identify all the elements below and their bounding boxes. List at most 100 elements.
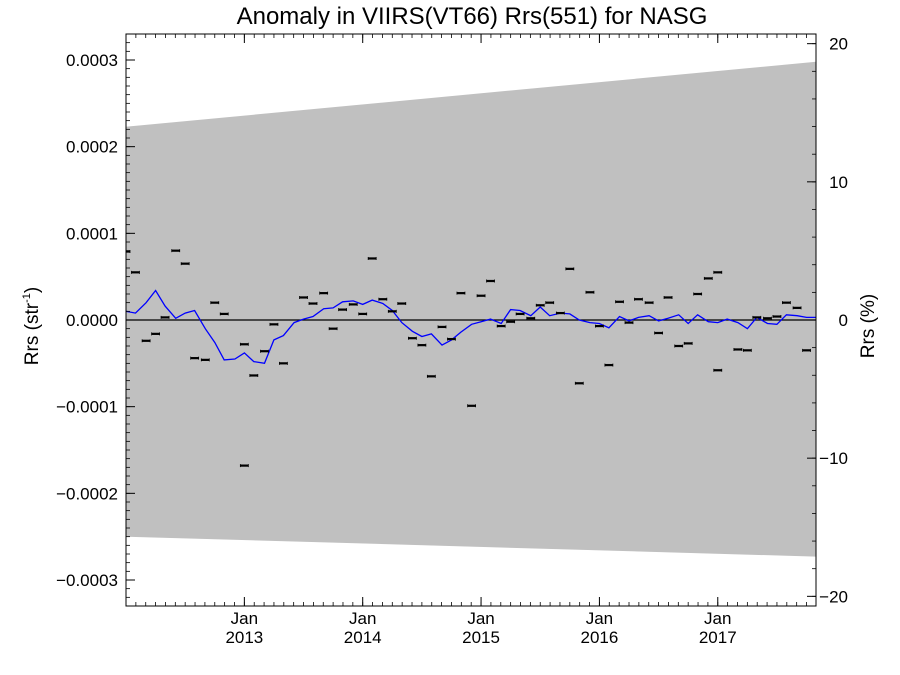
data-point — [328, 327, 338, 331]
data-point — [476, 294, 486, 298]
data-point — [338, 308, 347, 312]
y-left-tick-label: 0.0001 — [66, 224, 118, 243]
data-point — [299, 295, 308, 299]
data-point — [447, 337, 456, 341]
y-axis-label-left-base: Rrs (str — [22, 302, 43, 365]
data-point — [545, 301, 555, 305]
y-axis-label-left-sup: -1 — [21, 293, 33, 303]
x-tick-month-label: Jan — [704, 609, 731, 628]
y-axis-label-left: Rrs (str-1) — [21, 287, 43, 365]
x-tick-month-label: Jan — [349, 609, 376, 628]
y-left-tick-label: 0.0000 — [66, 311, 118, 330]
data-point — [141, 339, 151, 343]
x-tick-month-label: Jan — [586, 609, 613, 628]
data-point — [171, 249, 181, 253]
data-point — [279, 361, 288, 365]
data-point — [535, 303, 545, 307]
y-right-tick-label: −20 — [819, 587, 848, 606]
data-point — [644, 301, 654, 305]
data-point — [358, 312, 368, 316]
data-point — [387, 309, 397, 313]
axis-ticks: 0.0003 0.0002 0.0001 0.0000 −0.0001 −0.0002 −0… — [56, 34, 848, 647]
data-point — [397, 302, 407, 306]
data-point — [763, 316, 772, 320]
band-area — [126, 61, 816, 557]
data-point — [683, 341, 693, 345]
data-point — [713, 270, 723, 274]
data-point — [467, 404, 476, 408]
anomaly-points — [125, 249, 811, 468]
x-tick-year-label: 2017 — [699, 628, 737, 647]
data-point — [319, 291, 329, 295]
data-point — [486, 279, 495, 283]
data-point — [792, 306, 802, 310]
data-point — [555, 311, 565, 315]
data-point — [378, 297, 388, 301]
data-point — [713, 368, 723, 372]
data-point — [308, 302, 318, 306]
data-point — [417, 343, 427, 347]
data-point — [654, 331, 663, 335]
data-point — [426, 374, 436, 378]
data-point — [367, 256, 377, 260]
data-point — [190, 356, 200, 360]
y-right-tick-label: 10 — [829, 173, 848, 192]
data-point — [752, 315, 762, 319]
data-point — [239, 464, 249, 468]
data-point — [219, 312, 229, 316]
data-point — [693, 292, 703, 296]
data-point — [574, 381, 584, 385]
y-axis-label-right: Rrs (%) — [858, 294, 879, 358]
data-point — [160, 315, 170, 319]
data-point — [408, 336, 417, 340]
data-point — [585, 290, 595, 294]
data-point — [526, 316, 536, 320]
data-point — [634, 297, 643, 301]
data-point — [249, 373, 259, 377]
data-point — [742, 348, 752, 352]
y-left-tick-label: −0.0001 — [56, 398, 118, 417]
data-point — [515, 312, 525, 316]
y-left-tick-label: −0.0002 — [56, 484, 118, 503]
data-point — [624, 321, 634, 325]
data-point — [782, 301, 791, 305]
chart-title: Anomaly in VIIRS(VT66) Rrs(551) for NASG — [237, 3, 708, 30]
y-right-tick-label: −10 — [819, 449, 848, 468]
data-point — [733, 347, 743, 351]
data-point — [496, 324, 506, 328]
x-tick-month-label: Jan — [467, 609, 494, 628]
y-left-tick-label: 0.0002 — [66, 138, 118, 157]
x-tick-year-label: 2015 — [462, 628, 500, 647]
data-point — [348, 302, 358, 306]
data-point — [565, 267, 575, 271]
uncertainty-band — [126, 61, 816, 557]
data-point — [239, 342, 249, 346]
y-left-tick-label: −0.0003 — [56, 571, 118, 590]
data-point — [595, 324, 604, 328]
data-point — [180, 262, 190, 266]
data-point — [269, 322, 279, 326]
data-point — [506, 320, 516, 324]
x-tick-year-label: 2013 — [225, 628, 263, 647]
data-point — [674, 344, 684, 348]
x-tick-year-label: 2016 — [580, 628, 618, 647]
data-point — [663, 295, 673, 299]
data-point — [772, 315, 782, 319]
trend-line — [125, 289, 816, 365]
trend-series — [125, 289, 816, 365]
y-axis-label-left-end: ) — [22, 287, 43, 293]
x-tick-year-label: 2014 — [344, 628, 382, 647]
data-point — [456, 291, 466, 295]
data-point — [615, 300, 624, 304]
x-tick-month-label: Jan — [231, 609, 258, 628]
data-point — [151, 332, 160, 336]
data-point — [260, 349, 269, 353]
y-right-tick-label: 0 — [839, 311, 848, 330]
y-left-tick-label: 0.0003 — [66, 51, 118, 70]
data-point — [604, 363, 614, 367]
y-right-tick-label: 20 — [829, 35, 848, 54]
data-point — [210, 301, 220, 305]
data-point — [703, 276, 713, 280]
data-point — [437, 325, 447, 329]
